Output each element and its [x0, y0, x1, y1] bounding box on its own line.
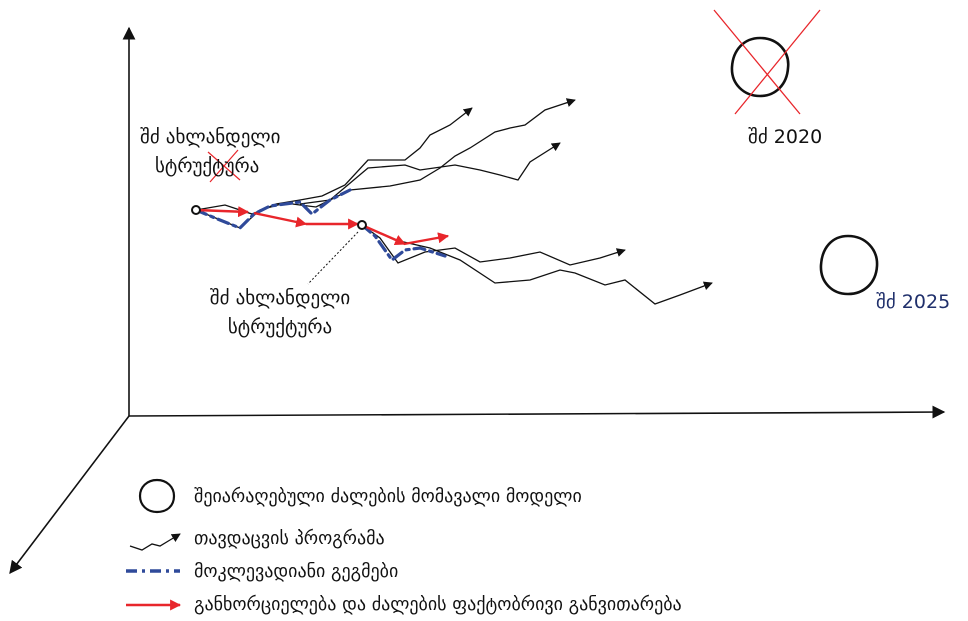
x-axis	[128, 405, 946, 419]
red-arrow-4	[363, 224, 407, 246]
label-line: სტრუქტურა	[227, 316, 333, 338]
legend-circle-icon	[138, 478, 176, 514]
current-structure-label-mid: შძ ახლანდელი სტრუქტურა	[185, 284, 375, 342]
target-2025-label: შძ 2025	[876, 291, 951, 313]
current-structure-node	[357, 220, 367, 230]
red-arrow-2	[253, 211, 308, 228]
legend-short-term-plans: მოკლევადიანი გეგმები	[194, 561, 399, 582]
plan-line-1	[194, 188, 352, 230]
start-node	[191, 205, 201, 215]
target-2025-blob	[819, 234, 879, 296]
program-line-4	[361, 224, 626, 266]
axes	[9, 26, 946, 575]
target-2020-label: შძ 2020	[748, 126, 823, 148]
red-arrow-1	[195, 206, 250, 218]
red-arrow-5	[403, 232, 450, 246]
plan-line-2	[360, 223, 447, 263]
z-axis	[9, 415, 130, 575]
label-line: შძ ახლანდელი	[140, 126, 281, 148]
actual-development-arrows	[195, 206, 450, 246]
current-structure-label-top: შძ ახლანდელი სტრუქტურა	[140, 123, 280, 181]
target-2020-cross	[713, 9, 821, 115]
crossed-out-mark	[207, 149, 241, 183]
program-line-5	[361, 224, 713, 305]
short-term-plan-lines	[194, 188, 447, 263]
program-line-3	[299, 142, 561, 205]
target-2020-blob	[730, 36, 790, 98]
legend-future-model: შეიარაღებული ძალების მომავალი მოდელი	[194, 486, 582, 507]
legend-program-icon	[129, 533, 181, 551]
label-line: შძ ახლანდელი	[209, 287, 351, 309]
legend-defense-programs: თავდაცვის პროგრამა	[194, 528, 385, 549]
leader-line	[307, 231, 359, 285]
label-line: სტრუქტურა	[155, 155, 260, 177]
legend-icons	[126, 478, 182, 611]
legend-actual-development: განხორციელება და ძალების ფაქტობრივი განვ…	[194, 594, 682, 615]
